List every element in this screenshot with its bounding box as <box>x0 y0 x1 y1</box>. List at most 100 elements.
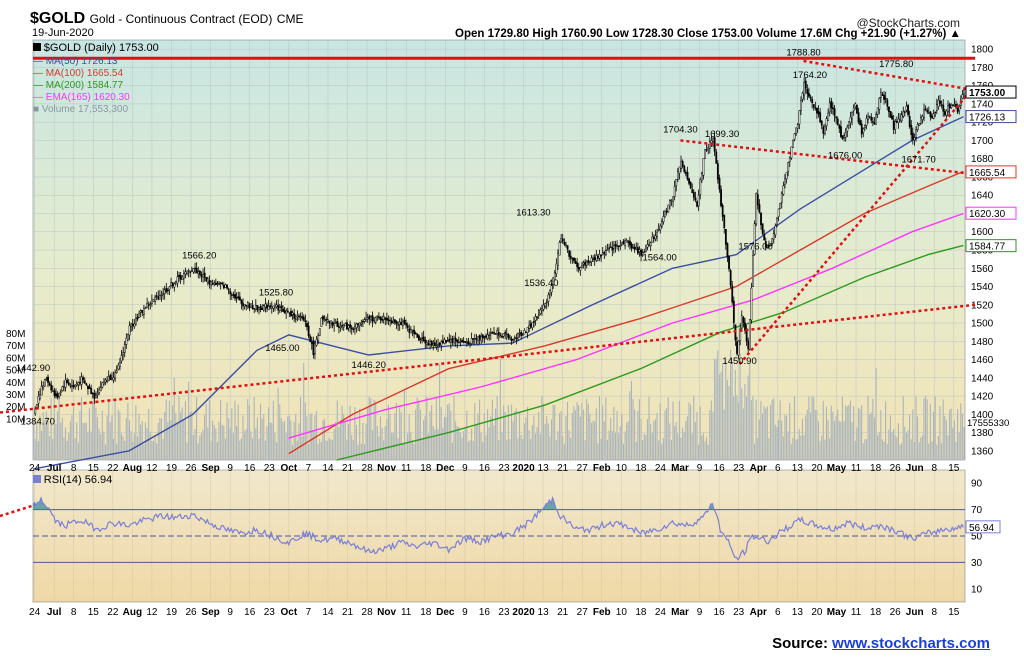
volume-bar <box>383 440 385 460</box>
volume-bar <box>629 391 631 460</box>
y-tick-label: 1440 <box>971 373 994 384</box>
candle-body <box>881 94 884 96</box>
volume-bar <box>371 429 374 460</box>
x-tick-label-rsi: 13 <box>538 607 550 618</box>
legend-ma100: — MA(100) 1665.54 <box>33 68 124 79</box>
candle-body <box>809 97 812 99</box>
candle-body <box>256 305 259 310</box>
volume-bar <box>272 400 274 460</box>
volume-bar <box>526 406 529 460</box>
candle-body <box>812 104 815 108</box>
candle-body <box>347 325 350 329</box>
volume-bar <box>267 407 270 460</box>
volume-bar <box>677 433 679 460</box>
volume-bar <box>587 403 589 460</box>
candle-body <box>432 343 435 346</box>
volume-bar <box>546 416 548 460</box>
x-tick-label: 10 <box>616 463 628 474</box>
volume-bar <box>445 416 447 460</box>
volume-bar <box>74 438 76 460</box>
candle-body <box>489 331 492 335</box>
candle-body <box>645 247 647 252</box>
volume-bar <box>798 429 800 460</box>
volume-bar <box>643 433 645 460</box>
volume-bar <box>162 438 164 460</box>
candle-body <box>195 267 198 274</box>
candle-body <box>716 163 719 180</box>
volume-bar <box>429 411 431 460</box>
volume-bar <box>734 369 736 460</box>
volume-bar <box>773 398 775 460</box>
stockcharts-logo[interactable]: @StockCharts.com <box>856 16 960 30</box>
volume-bar <box>907 430 909 460</box>
volume-bar <box>199 435 201 460</box>
volume-bar <box>829 438 831 460</box>
ma50-legend-text: MA(50) 1726.13 <box>45 56 118 67</box>
rsi-y-tick: 30 <box>971 558 983 569</box>
candle-body <box>801 92 804 100</box>
volume-bar <box>405 444 407 460</box>
rsi-value-box <box>965 520 1001 534</box>
volume-bar <box>351 434 353 460</box>
volume-bar <box>307 444 310 460</box>
candle-body <box>418 335 420 341</box>
candle-body <box>424 339 427 344</box>
y-tick-label: 1360 <box>971 446 994 457</box>
x-tick-label: 8 <box>931 463 937 474</box>
candle-body <box>336 321 339 327</box>
source-link[interactable]: www.stockcharts.com <box>832 635 990 652</box>
x-tick-label-rsi: 7 <box>306 607 312 618</box>
candle-body <box>911 132 914 140</box>
candle-body <box>371 315 374 322</box>
volume-bar <box>755 399 757 460</box>
candle-body <box>309 336 312 343</box>
volume-bar <box>792 437 794 460</box>
volume-bar <box>597 443 599 460</box>
volume-bar <box>659 403 661 460</box>
candle-body <box>416 333 419 338</box>
volume-bar <box>168 400 170 460</box>
candle-body <box>143 307 145 315</box>
candle-body <box>491 332 494 334</box>
volume-bar <box>592 420 594 460</box>
candle-body <box>162 293 165 295</box>
candle-body <box>888 106 890 112</box>
x-tick-label-rsi: 9 <box>227 607 233 618</box>
candle-body <box>175 281 177 283</box>
candle-body <box>700 173 703 181</box>
candle-body <box>339 326 342 328</box>
volume-bar <box>368 396 370 460</box>
volume-bar <box>376 425 378 460</box>
candle-body <box>517 333 519 338</box>
volume-bar <box>688 402 690 460</box>
x-tick-label: 13 <box>792 463 804 474</box>
candle-body <box>191 270 193 272</box>
volume-bar <box>178 396 180 460</box>
x-tick-label-rsi: 24 <box>29 607 41 618</box>
volume-bar <box>933 411 935 460</box>
volume-bar <box>100 434 102 460</box>
volume-bar <box>589 413 591 460</box>
candle-body <box>676 171 679 180</box>
x-tick-label-rsi: 22 <box>107 607 119 618</box>
volume-bar <box>290 420 292 460</box>
volume-bar <box>228 418 230 460</box>
volume-bar <box>953 420 955 460</box>
x-tick-label-rsi: Jul <box>47 607 62 618</box>
volume-bar <box>613 406 615 460</box>
volume-bar <box>528 430 530 460</box>
volume-bar <box>264 440 266 460</box>
candle-body <box>282 308 284 312</box>
volume-bar <box>95 407 97 460</box>
x-tick-label: 11 <box>401 463 412 474</box>
volume-bar <box>184 400 186 460</box>
volume-bar <box>359 408 361 460</box>
x-tick-label: 21 <box>342 463 354 474</box>
x-tick-label: 24 <box>655 463 667 474</box>
trendline <box>680 139 976 176</box>
volume-bar <box>634 409 636 460</box>
candle-body <box>529 323 532 328</box>
candle-body <box>176 276 179 284</box>
candle-body <box>875 114 878 125</box>
candle-body <box>481 334 484 339</box>
